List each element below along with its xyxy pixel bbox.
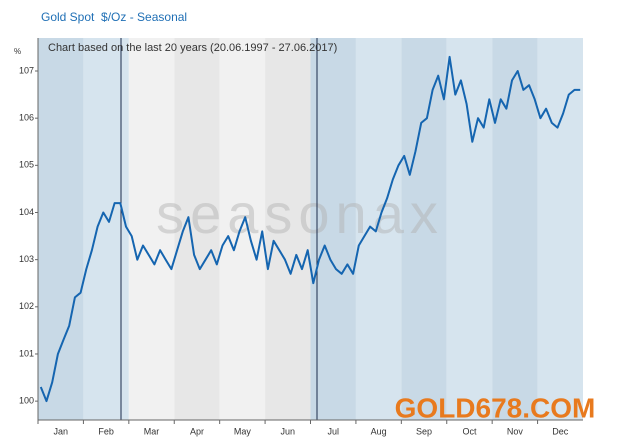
- x-tick-label: Dec: [552, 426, 569, 436]
- x-tick-label: Jun: [281, 426, 296, 436]
- x-tick-label: May: [234, 426, 252, 436]
- y-tick-label: 107: [19, 65, 34, 75]
- month-band: [219, 38, 266, 420]
- y-tick-label: 103: [19, 254, 34, 264]
- month-band: [128, 38, 175, 420]
- month-band: [446, 38, 493, 420]
- y-axis-label: %: [14, 47, 21, 56]
- y-tick-label: 105: [19, 160, 34, 170]
- x-tick-label: Jul: [327, 426, 339, 436]
- watermark: seasonax: [156, 182, 444, 245]
- month-band: [537, 38, 583, 420]
- month-band: [310, 38, 356, 420]
- month-band: [174, 38, 220, 420]
- x-tick-label: Jan: [53, 426, 68, 436]
- month-band: [265, 38, 311, 420]
- y-tick-label: 106: [19, 113, 34, 123]
- line-series: [39, 55, 581, 403]
- x-tick-label: Aug: [371, 426, 387, 436]
- chart-title: Gold Spot $/Oz - Seasonal: [41, 10, 187, 24]
- x-tick-label: Oct: [462, 426, 477, 436]
- month-band: [401, 38, 447, 420]
- month-band: [492, 38, 538, 420]
- y-tick-label: 101: [19, 348, 34, 358]
- x-tick-label: Feb: [98, 426, 114, 436]
- month-band: [38, 38, 84, 420]
- x-tick-label: Apr: [190, 426, 204, 436]
- site-watermark: GOLD678.COM: [395, 392, 596, 423]
- x-tick-label: Sep: [416, 426, 432, 436]
- y-tick-label: 100: [19, 396, 34, 406]
- x-tick-label: Nov: [507, 426, 524, 436]
- month-band: [355, 38, 402, 420]
- chart-subtitle: Chart based on the last 20 years (20.06.…: [48, 42, 337, 54]
- y-tick-label: 104: [19, 207, 34, 217]
- month-band: [83, 38, 129, 420]
- y-tick-label: 102: [19, 301, 34, 311]
- x-tick-label: Mar: [144, 426, 160, 436]
